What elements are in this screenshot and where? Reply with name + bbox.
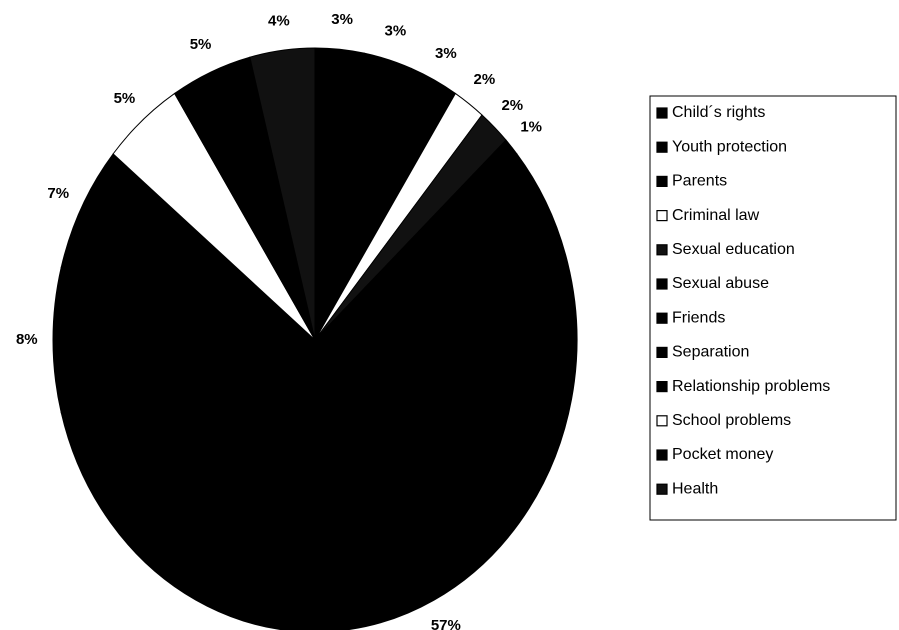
slice-label: 7% xyxy=(47,185,69,202)
legend-label: Relationship problems xyxy=(672,378,830,395)
legend-label: Youth protection xyxy=(672,138,787,155)
pie-slice xyxy=(60,153,316,341)
pie-slice xyxy=(60,153,578,630)
slice-label: 4% xyxy=(268,12,290,29)
legend-swatch xyxy=(656,107,668,119)
legend-swatch xyxy=(656,415,668,427)
legend-label: Pocket money xyxy=(672,446,773,463)
legend-label: Criminal law xyxy=(672,207,760,224)
legend-swatch xyxy=(656,210,668,222)
legend-swatch xyxy=(656,346,668,358)
legend-label: Friends xyxy=(672,309,725,326)
legend-label: Sexual education xyxy=(672,241,795,258)
pie-slice xyxy=(52,266,317,414)
slice-label: 5% xyxy=(114,90,136,107)
legend-swatch xyxy=(656,483,668,495)
slice-label: 3% xyxy=(385,23,407,40)
legend-swatch xyxy=(656,381,668,393)
slice-label: 8% xyxy=(16,331,38,348)
slice-label: 2% xyxy=(501,97,523,114)
slice-label: 5% xyxy=(190,36,212,53)
legend-box xyxy=(649,95,897,521)
slice-label: 1% xyxy=(520,119,542,136)
legend-swatch xyxy=(656,244,668,256)
legend-label: School problems xyxy=(672,412,791,429)
slice-label: 57% xyxy=(431,617,461,630)
legend-label: Health xyxy=(672,480,718,497)
legend-swatch xyxy=(656,175,668,187)
legend-swatch xyxy=(656,449,668,461)
pie-slice xyxy=(249,47,316,341)
legend-label: Parents xyxy=(672,173,727,190)
legend-label: Sexual abuse xyxy=(672,275,769,292)
legend-swatch xyxy=(656,312,668,324)
legend-swatch xyxy=(656,141,668,153)
slice-label: 3% xyxy=(331,11,353,28)
legend-label: Child´s rights xyxy=(672,104,765,121)
legend-swatch xyxy=(656,278,668,290)
legend-label: Separation xyxy=(672,344,749,361)
slice-label: 2% xyxy=(474,71,496,88)
slice-label: 3% xyxy=(435,45,457,62)
